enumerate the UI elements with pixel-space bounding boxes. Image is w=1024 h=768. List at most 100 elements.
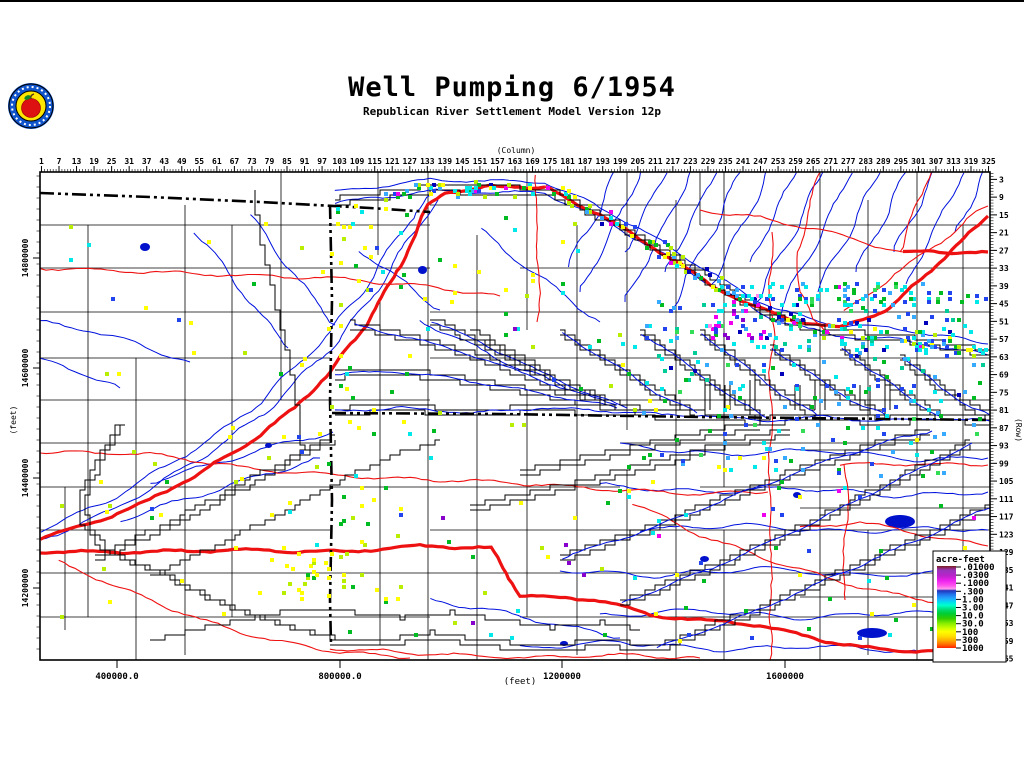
pumping-cell (726, 291, 730, 295)
pumping-cell (771, 282, 775, 286)
model-cell-corridors (79, 184, 990, 651)
pumping-cell (381, 270, 385, 274)
pumping-cell (762, 330, 766, 334)
pumping-cell (780, 285, 784, 289)
pumping-cell (693, 351, 697, 355)
pumping-cell (690, 372, 694, 376)
pumping-cell (657, 255, 661, 259)
pumping-cell (804, 297, 808, 301)
pumping-cell (792, 315, 796, 319)
pumping-cell (753, 297, 757, 301)
pumping-cell (918, 348, 922, 352)
legend-entry-label: .01000 (962, 563, 995, 573)
pumping-cell (768, 285, 772, 289)
pumping-cell (855, 321, 859, 325)
pumping-cell (330, 252, 334, 256)
pumping-cell (975, 300, 979, 304)
pumping-cell (588, 345, 592, 349)
pumping-cell (822, 330, 826, 334)
cell-corridor (700, 329, 815, 411)
pumping-cell (852, 291, 856, 295)
pumping-cell (711, 327, 715, 331)
pumping-cell (576, 249, 580, 253)
pumping-cell (441, 183, 445, 187)
pumping-cell (717, 288, 721, 292)
pumping-cell (507, 183, 511, 187)
pumping-cell (849, 309, 853, 313)
pumping-cell (714, 330, 718, 334)
pumping-cell (783, 456, 787, 460)
pumping-cell (840, 339, 844, 343)
pumping-cell (360, 504, 364, 508)
pumping-cell (978, 381, 982, 385)
pumping-cell (60, 504, 64, 508)
stream (624, 172, 691, 303)
pumping-cell (711, 285, 715, 289)
pumping-cell (909, 399, 913, 403)
pumping-cell (777, 486, 781, 490)
pumping-cell (105, 372, 109, 376)
pumping-cell (540, 546, 544, 550)
pumping-cell (723, 408, 727, 412)
pumping-cell (327, 462, 331, 466)
pumping-cell (939, 504, 943, 508)
column-tick-label: 193 (595, 157, 610, 166)
pumping-cell (363, 246, 367, 250)
pumping-cell (750, 297, 754, 301)
pumping-cell (912, 603, 916, 607)
pumping-cell (798, 294, 802, 298)
pumping-cell (60, 615, 64, 619)
pumping-cell (567, 201, 571, 205)
pumping-cell (228, 435, 232, 439)
pumping-cell (282, 591, 286, 595)
pumping-cell (843, 288, 847, 292)
cell-corridor (620, 439, 970, 601)
cell-corridor (150, 439, 440, 576)
pumping-cell (396, 597, 400, 601)
pumping-cell (315, 543, 319, 547)
pumping-cell (834, 390, 838, 394)
pumping-cell (564, 543, 568, 547)
column-tick-label: 241 (736, 157, 751, 166)
pumping-cell (798, 495, 802, 499)
pumping-cell (921, 333, 925, 337)
column-tick-label: 19 (89, 157, 99, 166)
pumping-cell (438, 183, 442, 187)
pumping-cell (552, 378, 556, 382)
pumping-cell (300, 363, 304, 367)
row-tick-label: 33 (999, 264, 1009, 273)
highway-thin (329, 648, 701, 660)
pumping-cell (336, 207, 340, 211)
column-tick-label: 61 (212, 157, 222, 166)
pumping-cell (879, 549, 883, 553)
column-tick-label: 43 (159, 157, 169, 166)
pumping-cell (837, 489, 841, 493)
pumping-cell (837, 402, 841, 406)
pumping-cell (744, 303, 748, 307)
pumping-cell (342, 495, 346, 499)
pumping-cell (729, 381, 733, 385)
pumping-cell (951, 333, 955, 337)
pumping-cell (456, 195, 460, 199)
pumping-cell (972, 354, 976, 358)
row-tick-label: 63 (999, 353, 1009, 362)
pumping-cell (867, 387, 871, 391)
pumping-cell (948, 339, 952, 343)
pumping-cell (603, 633, 607, 637)
stream (855, 172, 907, 273)
pumping-cell (666, 252, 670, 256)
pumping-cell (375, 246, 379, 250)
pumping-cell (672, 252, 676, 256)
pumping-cell (741, 318, 745, 322)
pumping-cell (345, 552, 349, 556)
pumping-cell (222, 612, 226, 616)
pumping-cell (312, 561, 316, 565)
pumping-cell (936, 471, 940, 475)
pumping-cell (288, 582, 292, 586)
pumping-cell (705, 378, 709, 382)
column-tick-label: 295 (894, 157, 909, 166)
pumping-cell (699, 453, 703, 457)
pumping-cell (873, 288, 877, 292)
pumping-cell (471, 189, 475, 193)
agency-logo-icon (8, 83, 54, 129)
